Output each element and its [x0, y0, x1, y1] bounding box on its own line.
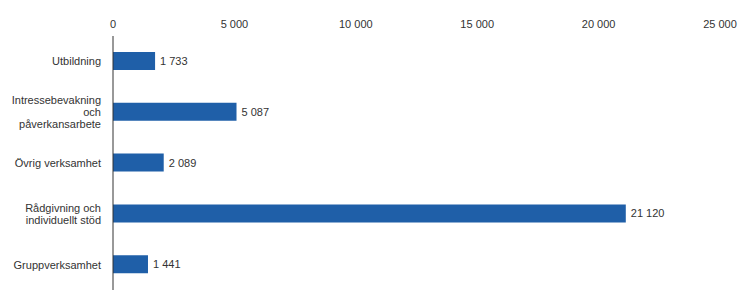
svg-text:20 000: 20 000 — [582, 18, 616, 30]
svg-text:15 000: 15 000 — [460, 18, 494, 30]
svg-text:Intressebevakningochpåverkansa: Intressebevakningochpåverkansarbete — [12, 94, 101, 130]
svg-text:1 733: 1 733 — [160, 55, 188, 67]
svg-text:10 000: 10 000 — [339, 18, 373, 30]
svg-text:5 000: 5 000 — [221, 18, 249, 30]
svg-text:1 441: 1 441 — [153, 258, 181, 270]
svg-text:21 120: 21 120 — [631, 207, 665, 219]
svg-text:Utbildning: Utbildning — [52, 55, 101, 67]
svg-text:Gruppverksamhet: Gruppverksamhet — [14, 259, 101, 271]
svg-text:25 000: 25 000 — [703, 18, 737, 30]
svg-text:0: 0 — [110, 18, 116, 30]
svg-text:Övrig verksamhet: Övrig verksamhet — [15, 157, 101, 169]
svg-text:Rådgivning ochindividuellt stö: Rådgivning ochindividuellt stöd — [25, 202, 101, 226]
svg-text:2 089: 2 089 — [169, 157, 197, 169]
svg-text:5 087: 5 087 — [242, 106, 270, 118]
